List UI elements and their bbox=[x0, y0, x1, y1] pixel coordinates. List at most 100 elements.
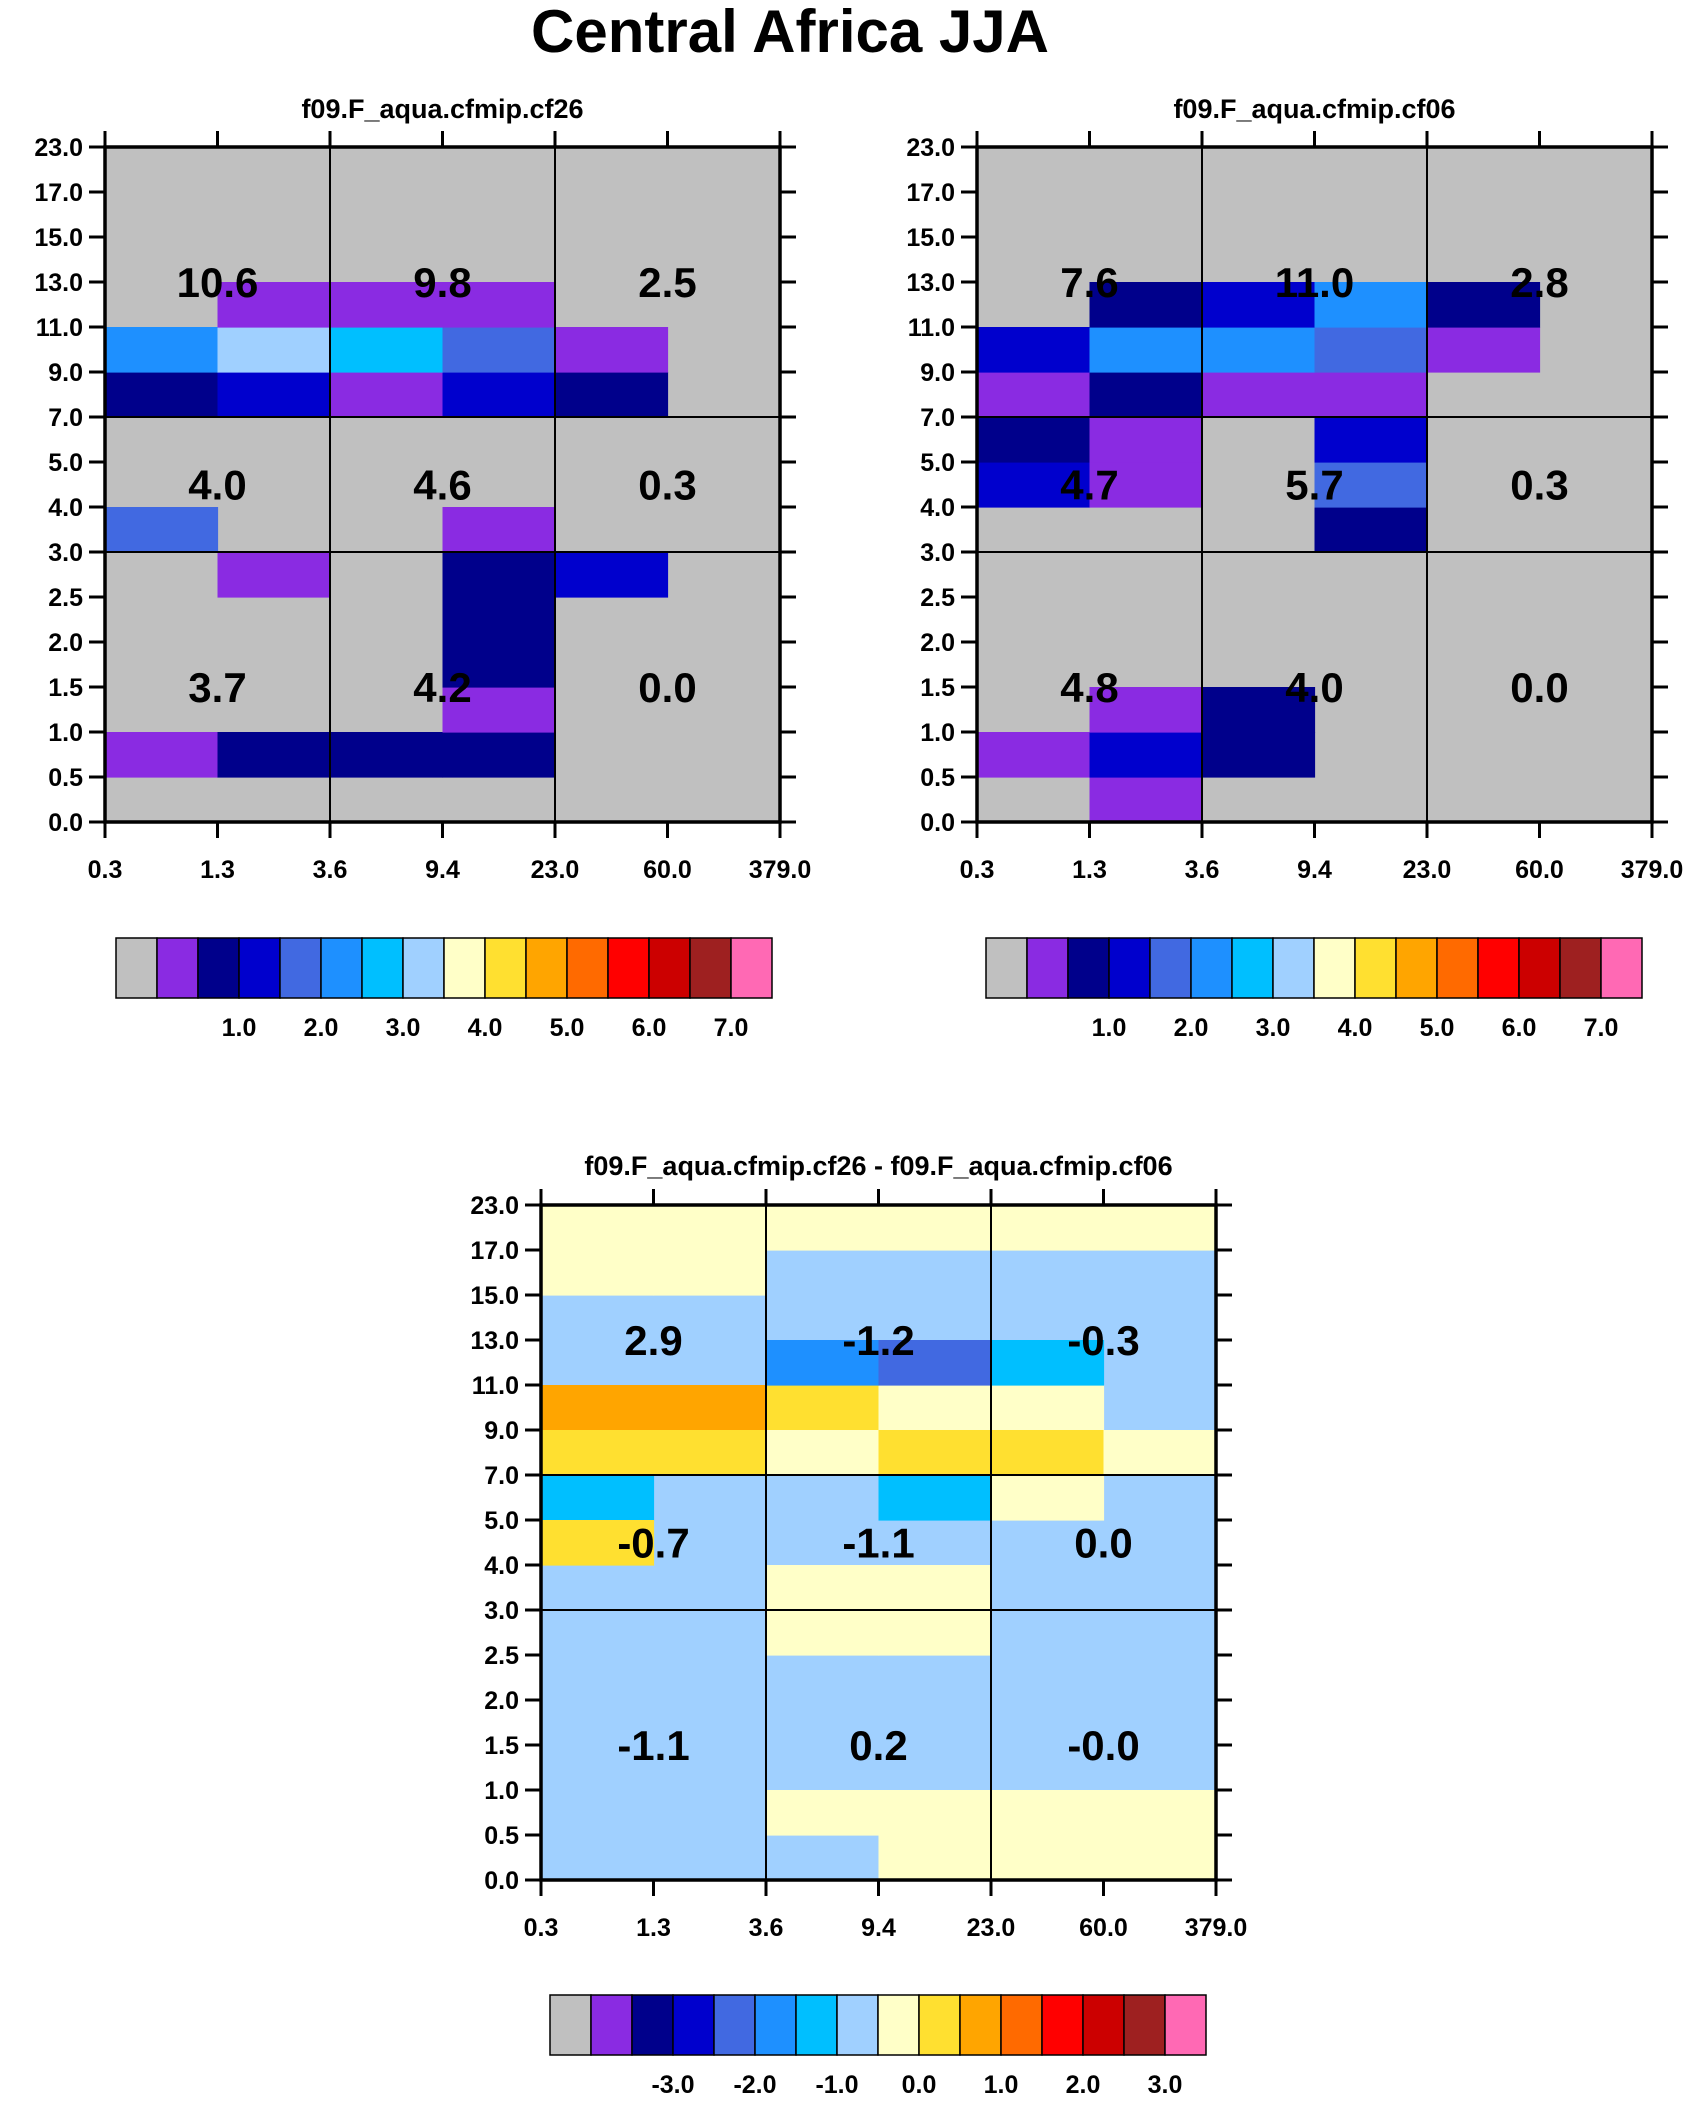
x-tick-label: 379.0 bbox=[1621, 856, 1684, 884]
heatmap-cell bbox=[1202, 372, 1316, 418]
panel-cf06: f09.F_aqua.cfmip.cf06 0.0 0.5 1.0 1.5 2.0 2.5 3… bbox=[906, 94, 1683, 1042]
colorbar-label: 3.0 bbox=[386, 1014, 421, 1042]
heatmap-cell bbox=[977, 462, 1091, 508]
colorbar-label: 2.0 bbox=[304, 1014, 339, 1042]
y-tick-label: 4.0 bbox=[48, 494, 83, 522]
x-tick-label: 379.0 bbox=[749, 856, 812, 884]
y-tick-label: 0.5 bbox=[48, 764, 83, 792]
group-value-label: -0.7 bbox=[617, 1520, 689, 1567]
colorbar-label: 2.0 bbox=[1174, 1014, 1209, 1042]
heatmap-cell bbox=[766, 1205, 880, 1251]
heatmap-cell bbox=[1103, 1835, 1217, 1881]
heatmap-cell bbox=[330, 282, 444, 328]
colorbar-swatch bbox=[754, 1994, 797, 2056]
heatmap-cell bbox=[541, 1385, 655, 1431]
colorbar-swatch bbox=[1041, 1994, 1084, 2056]
heatmap-cell bbox=[541, 1250, 655, 1296]
heatmap-cell bbox=[878, 1565, 992, 1611]
heatmap-cell bbox=[766, 1430, 880, 1476]
heatmap-cell bbox=[105, 507, 219, 553]
heatmap-cell bbox=[991, 1430, 1105, 1476]
x-tick-label: 60.0 bbox=[1079, 1914, 1128, 1942]
heatmap-cell bbox=[1202, 282, 1316, 328]
colorbar-swatch bbox=[959, 1994, 1002, 2056]
heatmap-cell bbox=[442, 507, 556, 553]
group-value-label: 4.0 bbox=[1285, 664, 1343, 711]
group-value-label: 0.3 bbox=[1510, 462, 1568, 509]
y-tick-label: 5.0 bbox=[920, 449, 955, 477]
colorbar-label: 2.0 bbox=[1066, 2071, 1101, 2099]
heatmap-cell bbox=[541, 1475, 655, 1521]
group-value-label: -1.2 bbox=[842, 1317, 914, 1364]
y-tick-label: 5.0 bbox=[484, 1507, 519, 1535]
heatmap-cell bbox=[555, 372, 669, 418]
heatmap-cell bbox=[442, 642, 556, 688]
colorbar-swatch bbox=[402, 937, 445, 999]
colorbar-label: 0.0 bbox=[902, 2071, 937, 2099]
group-value-label: 0.0 bbox=[1074, 1520, 1132, 1567]
x-tick-label: 3.6 bbox=[313, 856, 348, 884]
colorbar-swatch bbox=[1272, 937, 1315, 999]
y-tick-label: 7.0 bbox=[484, 1462, 519, 1490]
group-value-label: 7.6 bbox=[1060, 259, 1118, 306]
colorbar-swatch bbox=[1354, 937, 1397, 999]
colorbar-swatch bbox=[1600, 937, 1643, 999]
group-value-label: -0.0 bbox=[1067, 1722, 1139, 1769]
x-tick-label: 23.0 bbox=[1403, 856, 1452, 884]
colorbar-swatch bbox=[713, 1994, 756, 2056]
colorbar-swatch bbox=[549, 1994, 592, 2056]
heatmap-cell bbox=[977, 372, 1091, 418]
heatmap-cell bbox=[442, 732, 556, 778]
heatmap-cell bbox=[217, 282, 331, 328]
y-tick-label: 15.0 bbox=[34, 224, 83, 252]
colorbar-swatch bbox=[648, 937, 691, 999]
y-tick-label: 15.0 bbox=[470, 1282, 519, 1310]
x-tick-label: 60.0 bbox=[1515, 856, 1564, 884]
group-value-label: 10.6 bbox=[177, 259, 259, 306]
y-tick-label: 1.5 bbox=[484, 1732, 519, 1760]
colorbar-swatch bbox=[1395, 937, 1438, 999]
heatmap-cell bbox=[442, 282, 556, 328]
colorbar-swatch bbox=[730, 937, 773, 999]
colorbar-swatch bbox=[607, 937, 650, 999]
y-tick-label: 2.5 bbox=[920, 584, 955, 612]
colorbar-label: 3.0 bbox=[1148, 2071, 1183, 2099]
heatmap-cell bbox=[541, 1520, 655, 1566]
group-value-label: 4.7 bbox=[1060, 462, 1118, 509]
colorbar-label: -3.0 bbox=[651, 2071, 694, 2099]
group-value-label: 4.8 bbox=[1060, 664, 1118, 711]
x-tick-label: 9.4 bbox=[861, 1914, 896, 1942]
colorbar-swatch bbox=[484, 937, 527, 999]
group-value-label: 0.0 bbox=[1510, 664, 1568, 711]
colorbar-swatch bbox=[1518, 937, 1561, 999]
heatmap-cell bbox=[977, 732, 1091, 778]
y-tick-label: 7.0 bbox=[920, 404, 955, 432]
colorbar-label: 1.0 bbox=[984, 2071, 1019, 2099]
colorbar-label: 4.0 bbox=[468, 1014, 503, 1042]
colorbar-swatch bbox=[1123, 1994, 1166, 2056]
group-value-label: 5.7 bbox=[1285, 462, 1343, 509]
panel-cf26: f09.F_aqua.cfmip.cf26 0.0 0.5 1.0 1.5 2.0 2.5 3… bbox=[34, 94, 811, 1042]
heatmap-cell bbox=[878, 1790, 992, 1836]
group-value-label: 11.0 bbox=[1275, 259, 1354, 306]
heatmap-cell bbox=[1089, 687, 1203, 733]
heatmap-cell bbox=[442, 327, 556, 373]
y-tick-label: 4.0 bbox=[484, 1552, 519, 1580]
y-tick-label: 3.0 bbox=[48, 539, 83, 567]
heatmap-cell bbox=[541, 1205, 655, 1251]
panel-title: f09.F_aqua.cfmip.cf06 bbox=[1173, 94, 1455, 124]
x-tick-label: 1.3 bbox=[636, 1914, 671, 1942]
y-tick-label: 13.0 bbox=[470, 1327, 519, 1355]
heatmap-cell bbox=[878, 1205, 992, 1251]
heatmap-cell bbox=[766, 1340, 880, 1386]
colorbar-swatch bbox=[590, 1994, 633, 2056]
group-value-label: -1.1 bbox=[842, 1520, 914, 1567]
y-tick-label: 2.5 bbox=[484, 1642, 519, 1670]
heatmap-cell bbox=[766, 1565, 880, 1611]
colorbar-swatch bbox=[1026, 937, 1069, 999]
y-tick-label: 11.0 bbox=[908, 314, 955, 342]
colorbar-swatch bbox=[1108, 937, 1151, 999]
group-value-label: 9.8 bbox=[413, 259, 471, 306]
y-tick-label: 9.0 bbox=[920, 359, 955, 387]
heatmap-cell bbox=[1427, 327, 1541, 373]
